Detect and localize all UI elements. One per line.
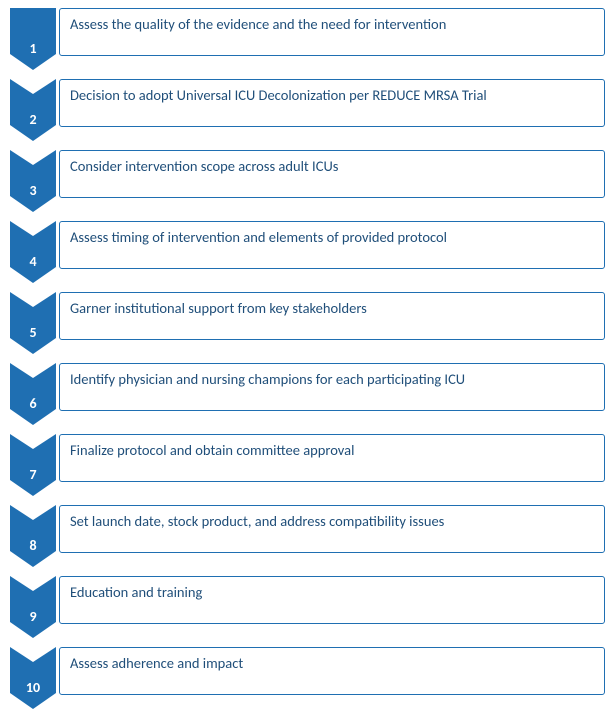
- step-number: 1: [10, 40, 56, 57]
- step-number: 10: [10, 679, 56, 696]
- chevron-down-icon: [10, 292, 56, 354]
- chevron-down-icon: [10, 150, 56, 212]
- step: 10 Assess adherence and impact: [10, 647, 605, 709]
- step-label: Finalize protocol and obtain committee a…: [70, 441, 354, 459]
- chevron: 4: [10, 221, 56, 283]
- step-label-box: Finalize protocol and obtain committee a…: [59, 434, 605, 482]
- step-number: 6: [10, 395, 56, 412]
- chevron-down-icon: [10, 505, 56, 567]
- step-label-box: Decision to adopt Universal ICU Decoloni…: [59, 79, 605, 127]
- step-label-box: Assess timing of intervention and elemen…: [59, 221, 605, 269]
- step-label-box: Set launch date, stock product, and addr…: [59, 505, 605, 553]
- step-label: Garner institutional support from key st…: [70, 299, 367, 317]
- step-number: 3: [10, 182, 56, 199]
- step-label-box: Identify physician and nursing champions…: [59, 363, 605, 411]
- step-label: Assess the quality of the evidence and t…: [70, 15, 446, 33]
- step: 9 Education and training: [10, 576, 605, 638]
- step-number: 4: [10, 253, 56, 270]
- step-number: 7: [10, 466, 56, 483]
- step: 4 Assess timing of intervention and elem…: [10, 221, 605, 283]
- chevron: 2: [10, 79, 56, 141]
- step-label: Education and training: [70, 583, 202, 601]
- step: 8 Set launch date, stock product, and ad…: [10, 505, 605, 567]
- process-flow: 1 Assess the quality of the evidence and…: [10, 8, 605, 718]
- step: 2 Decision to adopt Universal ICU Decolo…: [10, 79, 605, 141]
- step-label-box: Assess the quality of the evidence and t…: [59, 8, 605, 56]
- chevron: 6: [10, 363, 56, 425]
- step-label: Set launch date, stock product, and addr…: [70, 512, 444, 530]
- chevron: 9: [10, 576, 56, 638]
- chevron-down-icon: [10, 434, 56, 496]
- chevron: 7: [10, 434, 56, 496]
- step-label-box: Education and training: [59, 576, 605, 624]
- chevron: 1: [10, 8, 56, 70]
- step: 7 Finalize protocol and obtain committee…: [10, 434, 605, 496]
- step-label: Decision to adopt Universal ICU Decoloni…: [70, 86, 487, 104]
- chevron-down-icon: [10, 8, 56, 70]
- step-number: 5: [10, 324, 56, 341]
- step-number: 2: [10, 111, 56, 128]
- step: 3 Consider intervention scope across adu…: [10, 150, 605, 212]
- step-label: Identify physician and nursing champions…: [70, 370, 465, 388]
- step-number: 9: [10, 608, 56, 625]
- step-label-box: Assess adherence and impact: [59, 647, 605, 695]
- step-label-box: Garner institutional support from key st…: [59, 292, 605, 340]
- chevron-down-icon: [10, 576, 56, 638]
- step-label: Assess adherence and impact: [70, 654, 243, 672]
- step-label-box: Consider intervention scope across adult…: [59, 150, 605, 198]
- chevron: 10: [10, 647, 56, 709]
- step: 6 Identify physician and nursing champio…: [10, 363, 605, 425]
- chevron-down-icon: [10, 363, 56, 425]
- chevron-down-icon: [10, 79, 56, 141]
- step: 1 Assess the quality of the evidence and…: [10, 8, 605, 70]
- chevron: 5: [10, 292, 56, 354]
- step-number: 8: [10, 537, 56, 554]
- step-label: Assess timing of intervention and elemen…: [70, 228, 447, 246]
- chevron: 3: [10, 150, 56, 212]
- chevron: 8: [10, 505, 56, 567]
- chevron-down-icon: [10, 221, 56, 283]
- step: 5 Garner institutional support from key …: [10, 292, 605, 354]
- step-label: Consider intervention scope across adult…: [70, 157, 338, 175]
- chevron-down-icon: [10, 647, 56, 709]
